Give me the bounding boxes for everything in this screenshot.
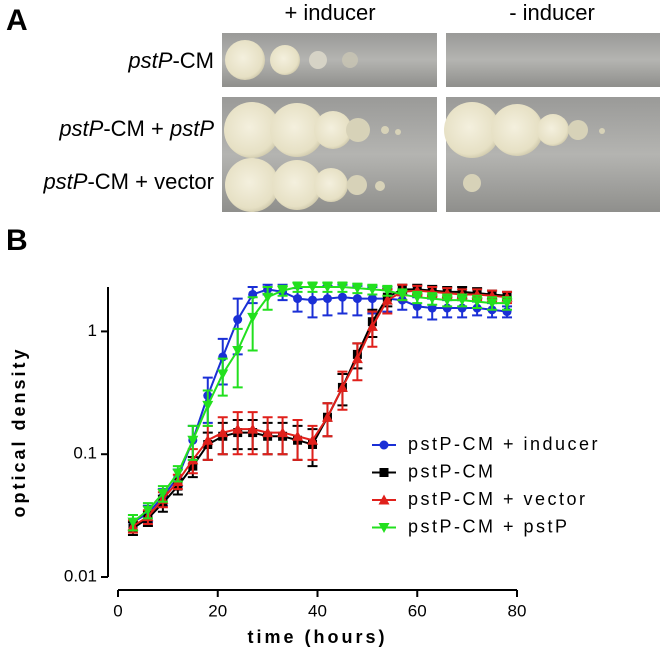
legend-label: pstP-CM + inducer [408, 434, 600, 454]
legend-label: pstP-CM + vector [408, 489, 588, 509]
marker [427, 303, 437, 313]
marker [232, 423, 244, 434]
marker [157, 488, 169, 499]
marker [127, 517, 139, 528]
marker [292, 430, 304, 441]
marker [187, 435, 199, 446]
marker [307, 282, 319, 293]
marker [322, 294, 332, 304]
marker [217, 427, 229, 438]
y-tick-label: 0.1 [73, 444, 97, 463]
marker [456, 295, 468, 306]
marker [262, 427, 274, 438]
marker [366, 284, 378, 295]
legend-marker [378, 523, 390, 533]
marker [293, 294, 303, 304]
marker [307, 434, 319, 445]
marker [321, 411, 333, 422]
error-bar [247, 296, 258, 352]
row-label: pstP-CM + vector [42, 169, 214, 194]
marker [352, 294, 362, 304]
marker [142, 505, 154, 516]
marker [501, 298, 513, 309]
marker [321, 282, 333, 293]
row-label: pstP-CM + pstP [58, 116, 214, 141]
marker [202, 434, 214, 445]
y-axis-title: optical density [9, 346, 29, 517]
marker [381, 294, 393, 305]
column-header: + inducer [284, 0, 375, 25]
marker [351, 353, 363, 364]
marker [172, 468, 184, 479]
legend-marker [379, 440, 389, 450]
marker [247, 423, 259, 434]
marker [262, 292, 274, 303]
x-tick-label: 40 [308, 601, 327, 620]
x-tick-label: 0 [113, 601, 122, 620]
marker [308, 295, 318, 305]
marker [292, 282, 304, 293]
panel-letter: B [6, 224, 28, 257]
x-tick-label: 20 [208, 601, 227, 620]
legend-marker [378, 494, 390, 505]
series-line [132, 286, 508, 523]
marker [233, 315, 243, 325]
series-line [132, 288, 508, 523]
legend-marker [379, 468, 389, 477]
y-tick-label: 1 [88, 321, 97, 340]
marker [337, 292, 347, 302]
marker [277, 286, 289, 297]
plate-photos [222, 33, 660, 212]
marker [396, 289, 408, 300]
marker [381, 286, 393, 297]
row-label: pstP-CM [127, 48, 214, 73]
legend-label: pstP-CM [408, 461, 496, 481]
y-tick-label: 0.01 [64, 566, 97, 585]
legend-label: pstP-CM + pstP [408, 516, 570, 536]
marker [366, 320, 378, 331]
x-tick-label: 60 [408, 601, 427, 620]
marker [277, 427, 289, 438]
marker [486, 298, 498, 309]
error-bar [232, 327, 243, 389]
column-header: - inducer [509, 0, 595, 25]
marker [247, 312, 259, 323]
marker [367, 294, 377, 304]
marker [232, 345, 244, 356]
x-axis-title: time (hours) [247, 627, 387, 647]
marker [217, 369, 229, 380]
panel-letter: A [6, 4, 28, 37]
marker [426, 294, 438, 305]
marker [441, 295, 453, 306]
x-tick-label: 80 [508, 601, 527, 620]
marker [336, 282, 348, 293]
marker [351, 283, 363, 294]
marker [471, 297, 483, 308]
marker [411, 292, 423, 303]
marker [202, 400, 214, 411]
marker [336, 381, 348, 392]
